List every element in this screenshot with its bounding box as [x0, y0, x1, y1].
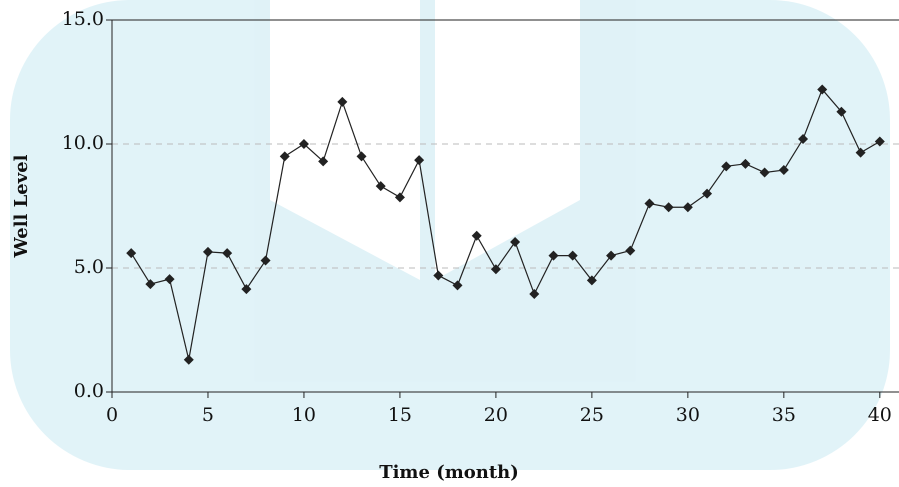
data-point [490, 264, 501, 275]
data-point [318, 156, 329, 167]
data-point [586, 275, 597, 286]
data-point [260, 255, 271, 266]
y-axis-label: Well Level [11, 154, 32, 258]
data-line [130, 88, 881, 360]
data-point [682, 202, 693, 213]
watermark [10, 0, 890, 470]
data-point [183, 354, 194, 365]
x-tick-label: 20 [484, 404, 508, 426]
y-tick-label: 0.0 [74, 380, 104, 402]
data-point [337, 96, 348, 107]
x-tick-label: 0 [106, 404, 118, 426]
data-point [375, 181, 386, 192]
data-point [471, 230, 482, 241]
data-point [702, 188, 713, 199]
data-point [663, 202, 674, 213]
data-point [644, 198, 655, 209]
data-point [222, 248, 233, 259]
data-point [433, 270, 444, 281]
data-point [145, 279, 156, 290]
data-point [510, 236, 521, 247]
y-tick-label: 10.0 [62, 132, 104, 154]
data-point [356, 151, 367, 162]
data-point [548, 250, 559, 261]
data-point [798, 134, 809, 145]
data-point [606, 250, 617, 261]
data-point [298, 139, 309, 149]
data-point [721, 161, 732, 172]
data-point [452, 280, 463, 291]
x-tick-label: 40 [868, 404, 892, 426]
y-tick-label: 5.0 [74, 256, 104, 278]
data-point [567, 250, 578, 261]
data-point [394, 192, 405, 203]
data-point [740, 158, 751, 169]
x-tick-label: 35 [772, 404, 796, 426]
data-point [202, 246, 213, 257]
x-tick-label: 5 [202, 404, 214, 426]
data-point [855, 147, 866, 158]
data-point [759, 167, 770, 178]
data-point [817, 84, 828, 95]
data-point [529, 289, 540, 300]
x-tick-label: 15 [388, 404, 412, 426]
data-point [874, 136, 885, 147]
y-tick-label: 15.0 [62, 8, 104, 30]
x-tick-label: 30 [676, 404, 700, 426]
data-point [241, 284, 252, 295]
data-point [836, 106, 847, 117]
x-axis-label: Time (month) [379, 462, 519, 483]
data-point [279, 151, 290, 162]
data-point [625, 245, 636, 256]
data-point [164, 274, 175, 285]
x-tick-label: 10 [292, 404, 316, 426]
data-point [414, 155, 425, 166]
data-point [126, 248, 137, 259]
x-tick-label: 25 [580, 404, 604, 426]
data-point [778, 165, 789, 176]
